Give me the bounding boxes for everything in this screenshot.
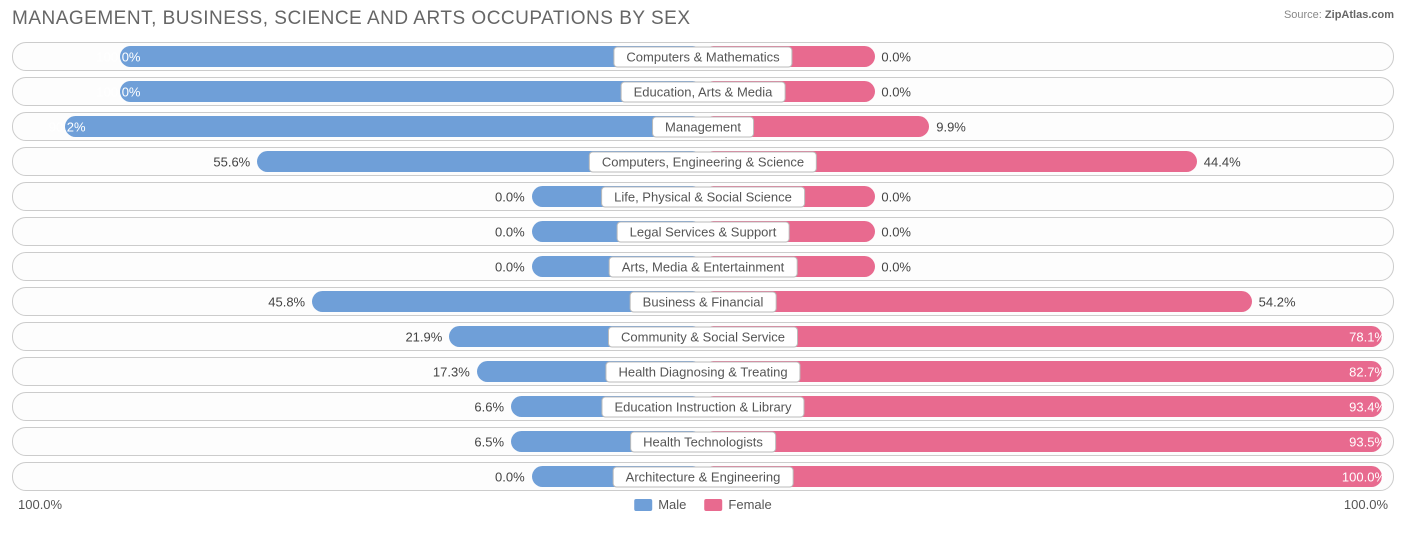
chart-row: 55.6% 44.4% Computers, Engineering & Scien…	[12, 147, 1394, 176]
pct-label-male: 55.6%	[213, 154, 250, 169]
chart-title: MANAGEMENT, BUSINESS, SCIENCE AND ARTS O…	[12, 8, 691, 30]
category-label: Computers & Mathematics	[613, 46, 792, 67]
bar-male	[65, 116, 703, 137]
chart-container: MANAGEMENT, BUSINESS, SCIENCE AND ARTS O…	[0, 0, 1406, 559]
category-label: Computers, Engineering & Science	[589, 151, 817, 172]
chart-row: 45.8% 54.2% Business & Financial	[12, 287, 1394, 316]
bar-female	[703, 431, 1382, 452]
category-label: Community & Social Service	[608, 326, 798, 347]
source-label: Source:	[1284, 9, 1322, 21]
pct-label-female: 93.5%	[1349, 434, 1386, 449]
chart-row: 0.0% 0.0% Legal Services & Support	[12, 217, 1394, 246]
category-label: Education, Arts & Media	[621, 81, 786, 102]
pct-label-male: 0.0%	[495, 224, 525, 239]
pct-label-male: 90.2%	[49, 119, 86, 134]
chart-header: MANAGEMENT, BUSINESS, SCIENCE AND ARTS O…	[12, 8, 1394, 30]
pct-label-male: 6.6%	[474, 399, 504, 414]
category-label: Arts, Media & Entertainment	[609, 256, 798, 277]
bar-male	[120, 81, 703, 102]
category-label: Architecture & Engineering	[613, 466, 794, 487]
legend-label-male: Male	[658, 497, 686, 512]
axis-label-right: 100.0%	[1344, 497, 1388, 512]
pct-label-female: 0.0%	[881, 259, 911, 274]
legend-item-female: Female	[704, 497, 771, 512]
chart-row: 6.6% 93.4% Education Instruction & Library	[12, 392, 1394, 421]
chart-row: 100.0% 0.0% Education, Arts & Media	[12, 77, 1394, 106]
pct-label-male: 100.0%	[96, 84, 140, 99]
axis-label-left: 100.0%	[18, 497, 62, 512]
category-label: Life, Physical & Social Science	[601, 186, 805, 207]
chart-row: 0.0% 0.0% Life, Physical & Social Science	[12, 182, 1394, 211]
chart-body: 100.0%0.0%Computers & Mathematics100.0%0…	[12, 42, 1394, 491]
legend-label-female: Female	[728, 497, 771, 512]
category-label: Health Diagnosing & Treating	[605, 361, 800, 382]
category-label: Education Instruction & Library	[601, 396, 804, 417]
category-label: Business & Financial	[630, 291, 777, 312]
pct-label-female: 0.0%	[881, 84, 911, 99]
pct-label-male: 6.5%	[474, 434, 504, 449]
pct-label-female: 0.0%	[881, 224, 911, 239]
category-label: Management	[652, 116, 754, 137]
category-label: Legal Services & Support	[617, 221, 790, 242]
pct-label-female: 0.0%	[881, 189, 911, 204]
pct-label-female: 82.7%	[1349, 364, 1386, 379]
source-attribution: Source: ZipAtlas.com	[1284, 8, 1394, 22]
bar-female	[703, 466, 1382, 487]
legend-item-male: Male	[634, 497, 686, 512]
pct-label-male: 17.3%	[433, 364, 470, 379]
chart-row: 17.3% 82.7% Health Diagnosing & Treating	[12, 357, 1394, 386]
pct-label-male: 0.0%	[495, 259, 525, 274]
bar-female	[703, 396, 1382, 417]
chart-row: 0.0% 100.0% Architecture & Engineering	[12, 462, 1394, 491]
chart-row: 90.2% 9.9% Management	[12, 112, 1394, 141]
legend: Male Female	[634, 497, 772, 512]
pct-label-female: 100.0%	[1342, 469, 1386, 484]
pct-label-male: 0.0%	[495, 469, 525, 484]
pct-label-female: 93.4%	[1349, 399, 1386, 414]
pct-label-male: 0.0%	[495, 189, 525, 204]
pct-label-female: 54.2%	[1259, 294, 1296, 309]
pct-label-female: 44.4%	[1204, 154, 1241, 169]
swatch-female	[704, 499, 722, 511]
chart-row: 6.5% 93.5% Health Technologists	[12, 427, 1394, 456]
chart-row: 100.0% 0.0% Computers & Mathematics	[12, 42, 1394, 71]
bar-female	[703, 291, 1252, 312]
source-name: ZipAtlas.com	[1325, 9, 1394, 21]
pct-label-male: 100.0%	[96, 49, 140, 64]
bar-female	[703, 361, 1382, 382]
chart-row: 21.9% 78.1% Community & Social Service	[12, 322, 1394, 351]
chart-footer: 100.0% Male Female 100.0%	[12, 497, 1394, 527]
pct-label-male: 21.9%	[405, 329, 442, 344]
pct-label-female: 0.0%	[881, 49, 911, 64]
bar-female	[703, 326, 1382, 347]
pct-label-male: 45.8%	[268, 294, 305, 309]
pct-label-female: 9.9%	[936, 119, 966, 134]
chart-row: 0.0% 0.0% Arts, Media & Entertainment	[12, 252, 1394, 281]
swatch-male	[634, 499, 652, 511]
pct-label-female: 78.1%	[1349, 329, 1386, 344]
category-label: Health Technologists	[630, 431, 776, 452]
